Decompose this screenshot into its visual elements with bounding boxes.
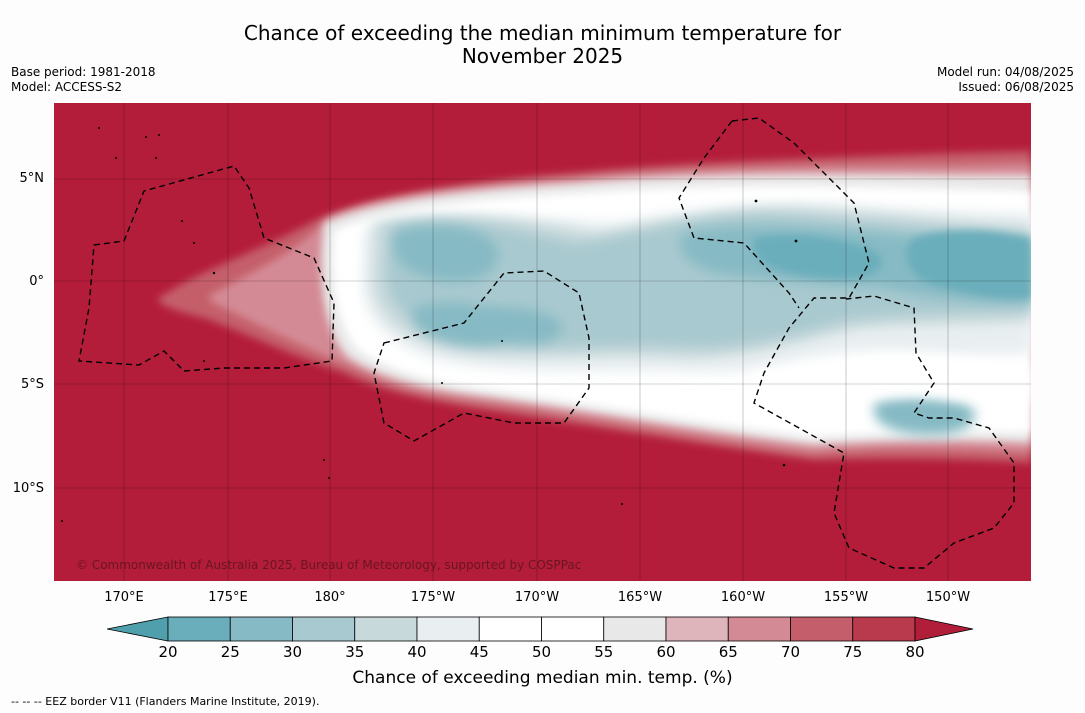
issued-text: Issued: 06/08/2025 [958, 80, 1074, 94]
colorbar-cell [229, 616, 293, 642]
band-20-far-east [906, 230, 1031, 299]
colorbar-extend-low [107, 616, 169, 642]
lon-label-170w: 170°W [514, 590, 560, 605]
lon-label-170e: 170°E [104, 590, 144, 605]
meta-right: Model run: 04/08/2025 Issued: 06/08/2025 [937, 65, 1074, 95]
colorbar-cell [852, 616, 916, 642]
band-20-east [754, 235, 883, 279]
island-dots [61, 127, 798, 522]
band-white-southeast [750, 351, 1031, 403]
eez-borders [78, 117, 1015, 569]
colorbar-cell [292, 616, 356, 642]
forecast-map [54, 103, 1031, 581]
band-25-mid2 [483, 308, 562, 344]
eez-border-phoenix [373, 270, 590, 442]
colorbar-tick-label: 55 [594, 643, 614, 661]
lat-label-5n: 5°N [19, 171, 45, 186]
colorbar-tick-label: 25 [220, 643, 240, 661]
eez-border-line-mid [678, 120, 800, 309]
colorbar-cell [416, 616, 480, 642]
colorbar-extend-high [914, 616, 974, 642]
lon-label-175w: 175°W [410, 590, 456, 605]
band-25-west [394, 225, 499, 282]
colorbar-cell [603, 616, 667, 642]
colorbar-tick-label: 80 [905, 643, 925, 661]
colorbar-tick-label: 35 [345, 643, 365, 661]
eez-footnote: -- -- -- EEZ border V11 (Flanders Marine… [11, 695, 320, 708]
colorbar-cell [167, 616, 231, 642]
lon-label-160w: 160°W [720, 590, 766, 605]
colorbar-tick-label: 75 [843, 643, 863, 661]
lon-label-180: 180° [314, 590, 346, 605]
colorbar-cells [107, 616, 974, 642]
lat-label-5s: 5°S [20, 377, 44, 392]
colorbar-tick-label: 40 [407, 643, 427, 661]
colorbar-tick-label: 50 [531, 643, 552, 661]
colorbar-tick-label: 65 [718, 643, 738, 661]
colorbar [107, 616, 974, 642]
copyright-text: © Commonwealth of Australia 2025, Bureau… [76, 558, 582, 572]
lat-label-10s: 10°S [12, 481, 44, 496]
colorbar-cell [354, 616, 418, 642]
colorbar-cell [541, 616, 605, 642]
lon-label-175e: 175°E [208, 590, 248, 605]
graticule [54, 103, 1031, 581]
colorbar-tick-label: 60 [656, 643, 676, 661]
eez-border-line-north [731, 117, 1015, 569]
base-period-text: Base period: 1981-2018 [11, 65, 156, 79]
lon-label-165w: 165°W [617, 590, 663, 605]
map-title: Chance of exceeding the median minimum t… [0, 22, 1085, 68]
colorbar-tick-label: 70 [780, 643, 801, 661]
lon-label-155w: 155°W [823, 590, 869, 605]
eez-border-kiribati-gilbert [78, 165, 335, 372]
colorbar-cell [727, 616, 791, 642]
map-title-line2: November 2025 [461, 44, 624, 68]
colorbar-tick-label: 30 [282, 643, 303, 661]
colorbar-cell [665, 616, 729, 642]
colorbar-title: Chance of exceeding median min. temp. (%… [352, 668, 733, 688]
band-25-southeast [874, 396, 975, 436]
lat-label-eq: 0° [29, 274, 44, 289]
model-text: Model: ACCESS-S2 [11, 80, 123, 94]
colorbar-cell [790, 616, 854, 642]
colorbar-cell [478, 616, 542, 642]
meta-left: Base period: 1981-2018 Model: ACCESS-S2 [11, 65, 156, 95]
map-title-line1: Chance of exceeding the median minimum t… [243, 21, 842, 45]
colorbar-tick-label: 20 [158, 643, 178, 661]
colorbar-tick-label: 45 [469, 643, 489, 661]
model-run-text: Model run: 04/08/2025 [936, 65, 1074, 79]
lon-label-150w: 150°W [925, 590, 971, 605]
